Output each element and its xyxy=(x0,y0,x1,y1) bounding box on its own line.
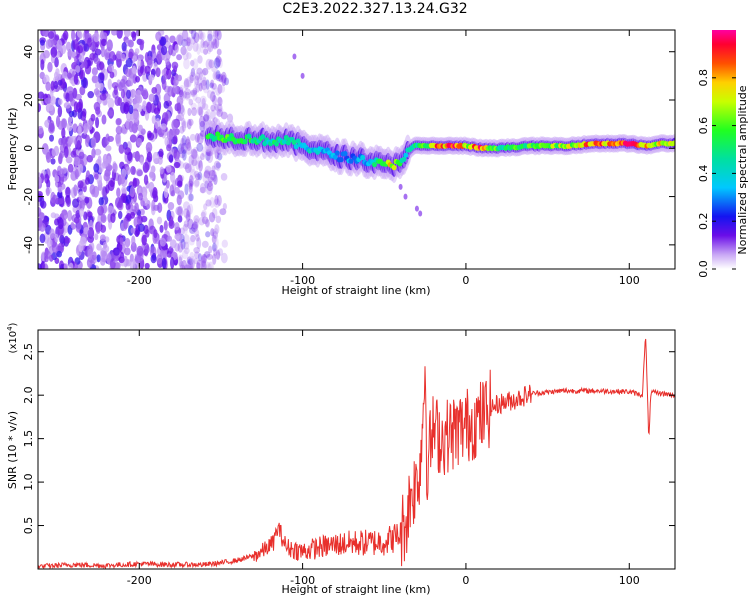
snr-frame xyxy=(37,329,676,570)
colorbar-tick-label: 0.0 xyxy=(697,260,710,278)
snr-x-tick-label: 0 xyxy=(462,574,469,587)
spectrogram-x-tick-label: 100 xyxy=(619,274,640,287)
colorbar-tick-label: 0.8 xyxy=(697,69,710,87)
colorbar-label: Normalized spectral amplitude xyxy=(736,85,749,254)
snr-x-axis-label: Height of straight line (km) xyxy=(281,583,430,596)
spectrogram-y-tick-label: 20 xyxy=(22,93,35,107)
colorbar-tick-label: 0.4 xyxy=(697,165,710,183)
snr-x-tick-label: -200 xyxy=(127,574,152,587)
spectrogram-trace xyxy=(205,131,675,171)
spectrogram-x-tick-label: -100 xyxy=(290,274,315,287)
snr-x-tick-label: 100 xyxy=(619,574,640,587)
snr-y-multiplier: (x104) xyxy=(6,322,19,353)
snr-plot-area xyxy=(38,338,675,569)
colorbar xyxy=(712,30,736,269)
spectrogram-noise-region xyxy=(38,30,238,269)
spectrogram-trace-halo xyxy=(203,118,675,184)
snr-y-tick-label: 1.0 xyxy=(22,473,35,491)
snr-y-axis-label: SNR (10 * v/v) xyxy=(6,411,19,489)
spectrogram-plot-area xyxy=(38,30,675,269)
colorbar-tick-label: 0.6 xyxy=(697,117,710,135)
spectrogram-frame xyxy=(37,29,676,270)
spectrogram-x-tick-label: 0 xyxy=(462,274,469,287)
spectrogram-fragments xyxy=(292,53,423,217)
spectrogram-y-tick-label: 0 xyxy=(22,145,35,152)
spectrogram-x-tick-label: -200 xyxy=(127,274,152,287)
spectrogram-y-tick-label: -40 xyxy=(22,236,35,254)
colorbar-tick-label: 0.2 xyxy=(697,212,710,230)
chart-title: C2E3.2022.327.13.24.G32 xyxy=(282,1,468,17)
spectrogram-y-axis-label: Frequency (Hz) xyxy=(6,108,19,191)
snr-y-tick-label: 2.0 xyxy=(22,386,35,404)
snr-y-tick-label: 0.5 xyxy=(22,517,35,535)
spectrogram-x-axis-label: Height of straight line (km) xyxy=(281,284,430,297)
snr-y-tick-label: 2.5 xyxy=(22,343,35,361)
snr-chart: -200 -100 0 100 0.5 1.0 1.5 2.0 2.5 Height of st… xyxy=(6,322,676,596)
spectrogram-y-tick-label: -20 xyxy=(22,188,35,206)
snr-y-tick-label: 1.5 xyxy=(22,430,35,448)
spectrogram-y-tick-label: 40 xyxy=(22,45,35,59)
snr-x-tick-label: -100 xyxy=(290,574,315,587)
snr-series-line xyxy=(38,338,675,569)
